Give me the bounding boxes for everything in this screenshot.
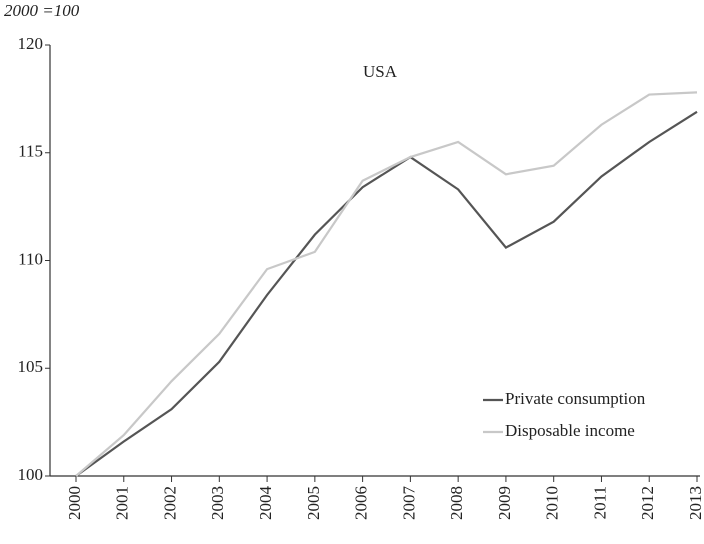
x-tick-label: 2010 <box>543 486 562 520</box>
legend-label: Private consumption <box>505 389 646 408</box>
series-line <box>75 110 698 477</box>
y-tick-label: 120 <box>18 34 44 53</box>
x-tick-label: 2011 <box>590 486 609 519</box>
series-line <box>75 91 698 477</box>
legend-label: Disposable income <box>505 421 635 440</box>
x-tick-label: 2013 <box>686 486 704 520</box>
chart-title: USA <box>363 62 398 81</box>
x-tick-label: 2008 <box>447 486 466 520</box>
x-tick-label: 2012 <box>638 486 657 520</box>
x-tick-label: 2007 <box>399 486 418 521</box>
y-axis-label: 2000 =100 <box>4 1 80 20</box>
y-tick-label: 110 <box>18 249 43 268</box>
y-tick-label: 115 <box>18 142 43 161</box>
x-tick-label: 2000 <box>65 486 84 520</box>
x-tick-label: 2005 <box>304 486 323 520</box>
x-tick-label: 2004 <box>256 486 275 521</box>
x-tick-label: 2002 <box>160 486 179 520</box>
x-tick-label: 2009 <box>495 486 514 520</box>
x-tick-label: 2006 <box>352 486 371 520</box>
x-tick-label: 2001 <box>113 486 132 520</box>
x-tick-label: 2003 <box>208 486 227 520</box>
y-tick-label: 105 <box>18 357 44 376</box>
y-tick-label: 100 <box>18 465 44 484</box>
